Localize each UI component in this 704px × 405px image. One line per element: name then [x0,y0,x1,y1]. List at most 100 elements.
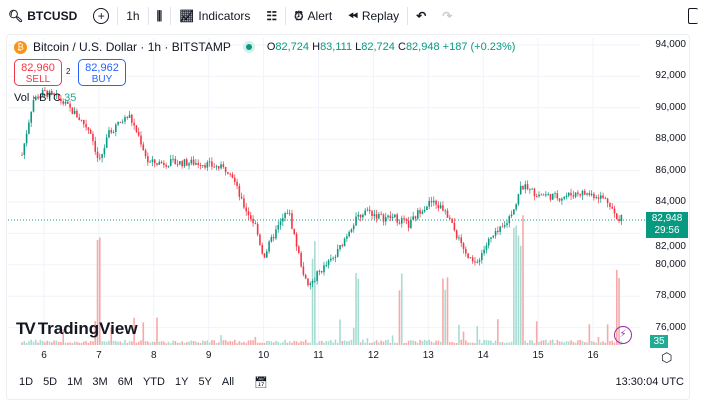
grid-icon: ☷ [266,9,278,23]
lightning-icon[interactable]: ⚡︎ [614,326,632,344]
candle-body [458,237,460,239]
candle-body [199,164,202,166]
volume-bar [96,240,99,345]
volume-bar [549,340,552,345]
candle-body [268,241,270,252]
volume-bar [460,339,463,345]
candle-body [94,141,97,152]
utc-clock[interactable]: 13:30:04 UTC [615,376,684,388]
candle-body [211,161,213,167]
undo-button[interactable]: ↶ [408,0,434,32]
volume-bar [465,340,467,345]
range-1d[interactable]: 1D [19,376,34,388]
interval-button[interactable]: 1h [118,0,147,32]
range-all[interactable]: All [221,376,235,388]
candle-body [172,158,174,160]
range-ytd[interactable]: YTD [142,376,165,388]
alert-button[interactable]: ⏰︎ Alert [286,0,340,32]
range-1y[interactable]: 1Y [174,376,189,388]
volume-bar [327,341,330,345]
candle-body [247,211,250,216]
volume-bar [382,341,385,345]
volume-bar [611,340,614,345]
volume-bar [414,341,417,345]
buy-price: 82,962 [85,62,119,74]
volume-bar [176,342,179,345]
candle-body [545,194,547,196]
candle-body [293,228,296,235]
volume-bar [295,341,298,345]
range-6m[interactable]: 6M [117,376,133,388]
candle-body [531,188,533,190]
volume-bar [494,340,497,345]
volume-bar [266,341,268,345]
symbol-search-button[interactable]: 🔍︎ BTCUSD [0,0,85,32]
indicators-button[interactable]: 📈︎ Indicators [171,0,258,32]
volume-bar [577,340,579,345]
volume-bar [44,342,46,345]
range-5y[interactable]: 5Y [198,376,212,388]
volume-bar [428,339,431,345]
candle-body [233,177,236,182]
volume-bar [606,324,609,345]
chart-type-button[interactable]: ⫼ [149,0,171,32]
volume-bar [366,338,369,345]
volume-bar [190,340,193,345]
price-tick-label: 88,000 [655,133,686,145]
candle-body [96,151,99,158]
volume-bar [506,342,508,345]
candle-body [428,200,431,207]
candle-body [144,150,147,157]
volume-bar [224,340,227,345]
candle-body [92,133,94,142]
volume-bar [60,342,62,345]
candle-body [551,193,554,200]
tradingview-watermark[interactable]: TV TradingView [16,319,138,339]
candle-body [508,216,511,224]
date-range-calendar-icon[interactable]: 📅︎ [254,377,269,389]
redo-button[interactable]: ↷ [434,0,460,32]
symbol-title: Bitcoin / U.S. Dollar · 1h · BITSTAMP [33,40,231,54]
fullscreen-icon[interactable] [688,8,698,24]
candle-body [382,214,385,222]
volume-bar [364,342,366,345]
candle-body [355,216,357,226]
volume-bar [293,340,296,345]
volume-bar [446,277,449,345]
candle-body [263,253,266,258]
compare-button[interactable]: + [85,0,117,32]
time-tick-label: 12 [367,350,379,361]
volume-bar [25,342,28,345]
candle-body [277,225,280,230]
volume-bar [163,341,165,345]
candle-body [387,215,389,218]
range-5d[interactable]: 5D [43,376,58,388]
buy-button[interactable]: 82,962 BUY [78,59,126,86]
time-tick-label: 9 [205,350,212,361]
candles-icon: ⫼ [156,8,163,23]
volume-bar [105,341,108,345]
volume-bar [137,341,140,345]
replay-button[interactable]: ⏪︎ Replay [340,0,407,32]
volume-bar [318,341,321,345]
settings-gear-icon[interactable]: ⬡ [661,350,673,365]
volume-bar [515,225,517,345]
candle-body [83,119,85,125]
sell-button[interactable]: 82,960 SELL [14,59,62,86]
candle-body [426,206,428,211]
candle-body [37,96,39,99]
candle-body [565,195,568,197]
market-open-dot-icon [242,41,255,53]
volume-bar [174,340,177,345]
volume-bar [551,339,554,345]
range-1m[interactable]: 1M [67,376,83,388]
candle-body [398,222,401,224]
candle-body [348,231,350,237]
volume-bar [73,341,76,345]
range-3m[interactable]: 3M [92,376,108,388]
layouts-button[interactable]: ☷ [258,0,285,32]
candle-body [137,132,140,136]
candle-body [449,217,451,220]
candle-body [282,218,284,222]
